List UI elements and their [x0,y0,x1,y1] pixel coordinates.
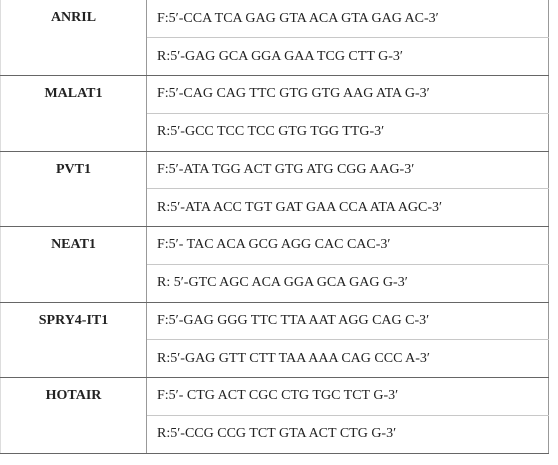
gene-cell: NEAT1 [0,226,147,303]
reverse-primer: R:5′-CCG CCG TCT GTA ACT CTG G-3′ [146,415,549,454]
table-row: R:5′-GCC TCC TCC GTG TGG TTG-3′ [1,113,549,152]
forward-primer: F:5′- TAC ACA GCG AGG CAC CAC-3′ [146,226,549,265]
table-row: SPRY4-IT1 F:5′-GAG GGG TTC TTA AAT AGG CA… [0,302,549,378]
forward-primer: F:5′- CTG ACT CGC CTG TGC TCT G-3′ [146,377,549,416]
reverse-primer: R:5′-ATA ACC TGT GAT GAA CCA ATA AGC-3′ [146,188,549,227]
table-row: R: 5′-GTC AGC ACA GGA GCA GAG G-3′ [1,264,549,303]
forward-primer: F:5′-GAG GGG TTC TTA AAT AGG CAG C-3′ [146,302,549,341]
table-row: R:5′-GAG GCA GGA GAA TCG CTT G-3′ [1,37,549,76]
table-row: R:5′-GAG GTT CTT TAA AAA CAG CCC A-3′ [1,339,549,378]
primer-table: ANRIL F:5′-CCA TCA GAG GTA ACA GTA GAG AC… [0,0,549,454]
gene-cell: MALAT1 [0,75,147,152]
table-row: HOTAIR F:5′- CTG ACT CGC CTG TGC TCT G-3′ [0,377,549,454]
table-row: ANRIL F:5′-CCA TCA GAG GTA ACA GTA GAG AC… [0,0,549,76]
forward-primer: F:5′-CCA TCA GAG GTA ACA GTA GAG AC-3′ [146,0,549,39]
forward-primer: F:5′-ATA TGG ACT GTG ATG CGG AAG-3′ [146,151,549,190]
reverse-primer: R: 5′-GTC AGC ACA GGA GCA GAG G-3′ [146,264,549,303]
table-row: NEAT1 F:5′- TAC ACA GCG AGG CAC CAC-3′ [0,226,549,303]
reverse-primer: R:5′-GAG GCA GGA GAA TCG CTT G-3′ [146,37,549,76]
gene-cell: HOTAIR [0,377,147,454]
reverse-primer: R:5′-GCC TCC TCC GTG TGG TTG-3′ [146,113,549,152]
reverse-primer: R:5′-GAG GTT CTT TAA AAA CAG CCC A-3′ [146,339,549,378]
gene-cell: ANRIL [0,0,147,76]
gene-cell: PVT1 [0,151,147,227]
table-row: R:5′-ATA ACC TGT GAT GAA CCA ATA AGC-3′ [1,188,549,227]
gene-cell: SPRY4-IT1 [0,302,147,378]
table-row: PVT1 F:5′-ATA TGG ACT GTG ATG CGG AAG-3′ [0,151,549,227]
forward-primer: F:5′-CAG CAG TTC GTG GTG AAG ATA G-3′ [146,75,549,114]
table-row: MALAT1 F:5′-CAG CAG TTC GTG GTG AAG ATA G… [0,75,549,152]
table-row: R:5′-CCG CCG TCT GTA ACT CTG G-3′ [1,415,549,454]
table-body: ANRIL F:5′-CCA TCA GAG GTA ACA GTA GAG AC… [0,0,549,454]
